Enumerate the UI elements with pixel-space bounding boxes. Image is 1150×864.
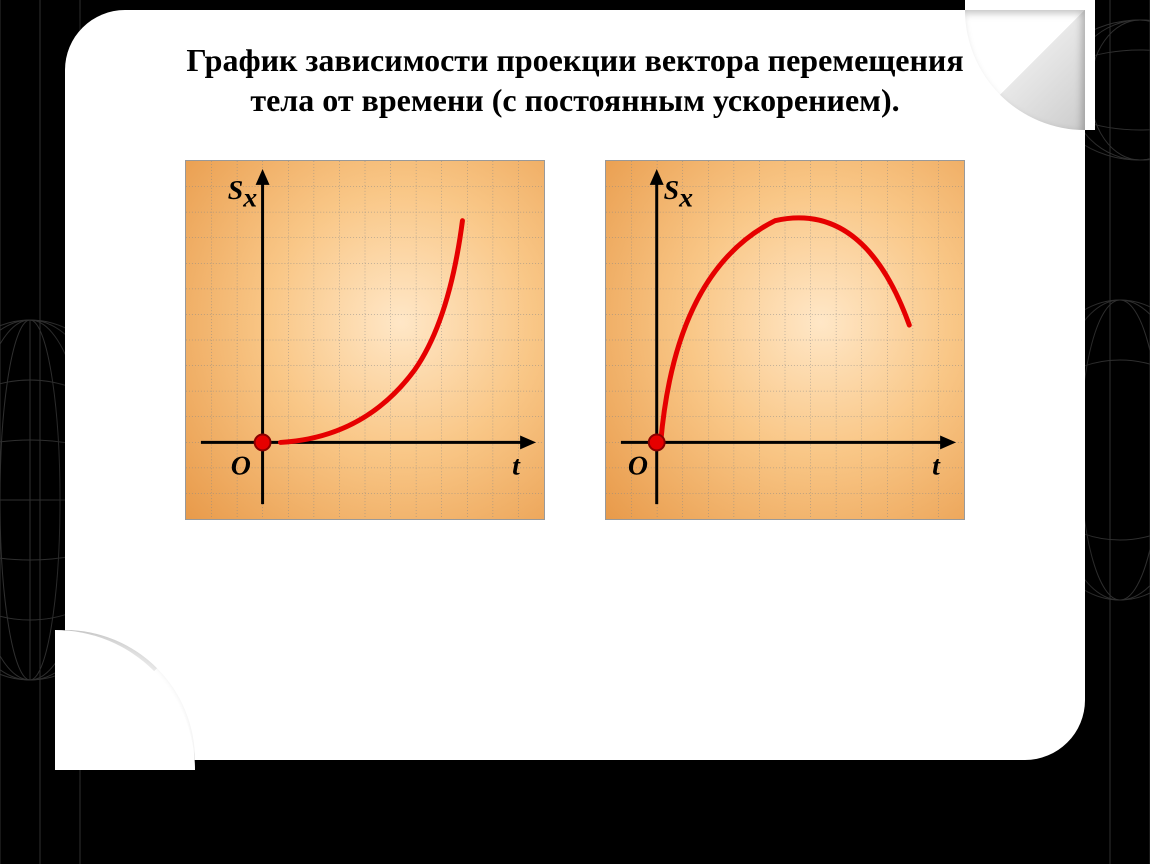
page-title: График зависимости проекции вектора пере… <box>115 40 1035 120</box>
origin-marker <box>255 434 271 450</box>
curve-left <box>280 221 462 443</box>
origin-label: O <box>628 450 648 481</box>
y-axis-label: Sx <box>664 175 693 214</box>
formula-left: α ↑↑ υo <box>286 790 375 828</box>
chart-right-svg: Sx t O <box>606 161 964 519</box>
x-axis-arrow <box>940 435 956 449</box>
x-axis-label: t <box>932 450 941 481</box>
y-axis-label: Sx <box>228 175 257 214</box>
chart-right: Sx t O <box>605 160 965 520</box>
chart-left: Sx t O <box>185 160 545 520</box>
chart-left-svg: Sx t O <box>186 161 544 519</box>
y-axis-arrow <box>650 169 664 185</box>
grid <box>606 161 964 519</box>
x-axis-arrow <box>520 435 536 449</box>
charts-row: Sx t O Sx t O <box>115 160 1035 520</box>
formula-row: α ↑↑ υo α ↑↓ υo <box>65 790 1085 828</box>
page-curl-bottom-left <box>65 630 195 760</box>
y-axis-arrow <box>256 169 270 185</box>
origin-label: O <box>231 450 251 481</box>
x-axis-label: t <box>512 450 521 481</box>
formula-right: α ↑↓ υo <box>775 790 864 828</box>
origin-marker <box>649 434 665 450</box>
slide-card: График зависимости проекции вектора пере… <box>65 10 1085 760</box>
